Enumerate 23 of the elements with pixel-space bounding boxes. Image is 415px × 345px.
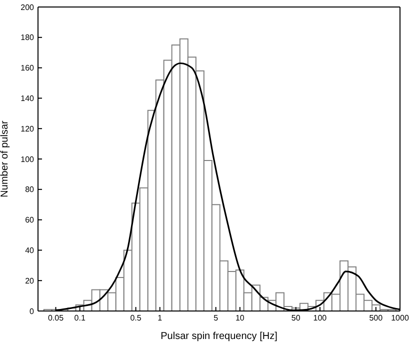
y-tick-label: 20 bbox=[25, 276, 35, 286]
x-tick-label: 0.5 bbox=[130, 314, 142, 323]
x-tick-label: 500 bbox=[369, 314, 384, 323]
y-tick-label: 120 bbox=[20, 124, 35, 134]
x-tick-label: 100 bbox=[313, 314, 328, 323]
y-tick-label: 40 bbox=[25, 246, 35, 256]
y-tick-label: 180 bbox=[20, 33, 35, 42]
x-tick-label: 0.05 bbox=[48, 314, 64, 323]
y-tick-label: 140 bbox=[20, 94, 35, 104]
y-tick-label: 100 bbox=[20, 154, 35, 164]
y-tick-label: 80 bbox=[25, 185, 35, 194]
x-tick-label: 1000 bbox=[391, 314, 410, 323]
x-axis-title: Pulsar spin frequency [Hz] bbox=[160, 331, 278, 342]
x-tick-label: 10 bbox=[235, 314, 245, 323]
x-tick-label: 1 bbox=[158, 314, 163, 323]
y-tick-label: 160 bbox=[20, 64, 35, 73]
x-tick-label: 5 bbox=[214, 314, 219, 323]
y-axis-title: Number of pulsar bbox=[0, 120, 11, 198]
y-tick-label: 60 bbox=[25, 216, 35, 225]
y-tick-label: 0 bbox=[30, 306, 35, 316]
y-tick-label: 200 bbox=[20, 2, 35, 12]
x-tick-label: 0.1 bbox=[74, 314, 86, 323]
x-tick-label: 50 bbox=[291, 314, 301, 323]
